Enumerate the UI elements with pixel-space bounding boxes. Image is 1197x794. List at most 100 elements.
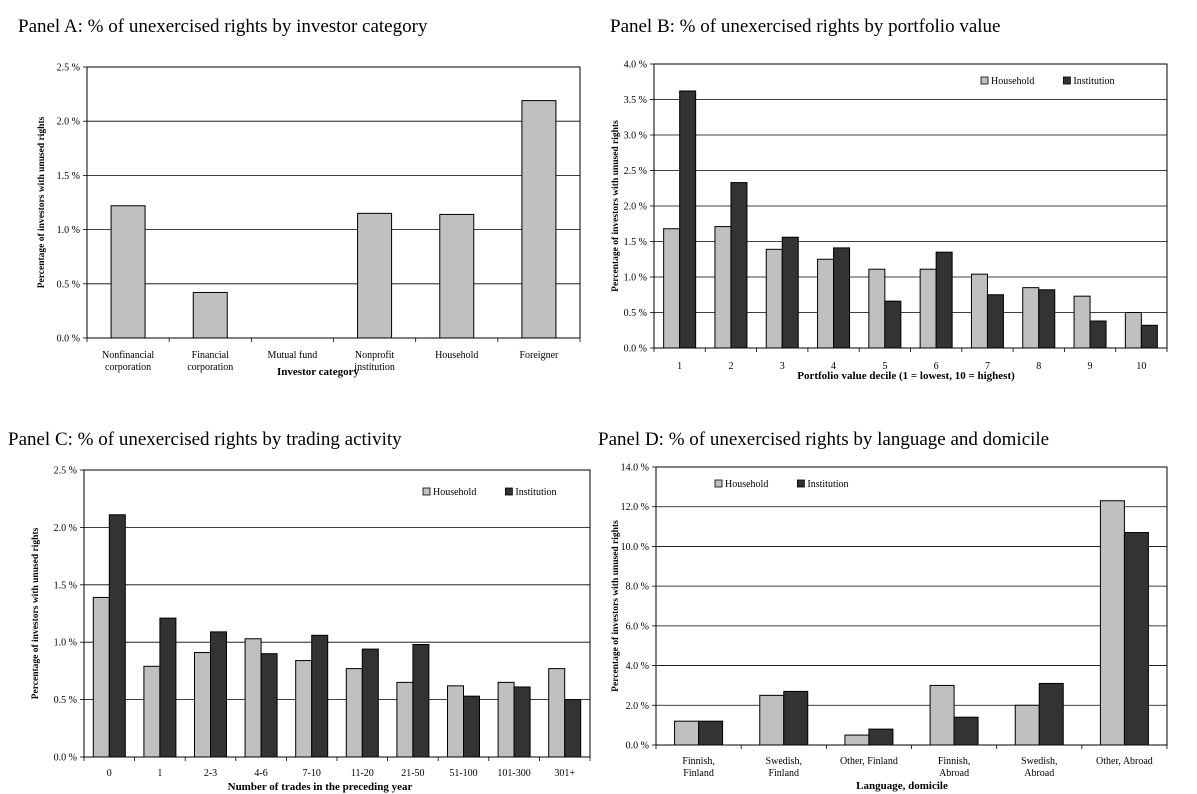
y-tick-label: 1.5 %	[624, 237, 647, 248]
x-tick-label: 11-20	[351, 768, 374, 779]
legend-swatch	[1063, 76, 1071, 85]
bar	[192, 291, 228, 339]
bar	[986, 294, 1004, 349]
x-tick-label-line: 7	[985, 361, 990, 372]
x-tick-label: 0	[107, 768, 112, 779]
legend-swatch	[980, 76, 989, 85]
x-tick-label-line: institution	[354, 362, 395, 373]
bar	[698, 720, 724, 746]
legend: Household Institution	[422, 487, 557, 498]
panel-title: Panel D: % of unexercised rights by lang…	[598, 429, 1049, 450]
y-tick-label: 2.0 %	[626, 701, 649, 712]
x-tick-label-line: Nonprofit	[355, 350, 395, 361]
bar	[260, 653, 278, 758]
x-tick-label: 21-50	[401, 768, 424, 779]
panel-2: Panel B: % of unexercised rights by port…	[610, 16, 1168, 382]
x-tick-label-line: 8	[1036, 361, 1041, 372]
x-tick-label: 101-300	[497, 768, 530, 779]
x-axis-label: Investor category	[277, 366, 359, 378]
bar	[513, 686, 531, 758]
x-tick-label-line: Financial	[192, 350, 229, 361]
x-tick-label: Mutual fund	[268, 350, 318, 361]
bar	[1140, 324, 1158, 349]
x-tick-label-line: 21-50	[401, 768, 424, 779]
x-tick-label-line: Abroad	[1024, 768, 1054, 779]
bar	[663, 228, 681, 349]
bar	[295, 660, 313, 758]
y-tick-label: 3.0 %	[624, 131, 647, 142]
legend-label: Institution	[1073, 76, 1114, 87]
x-tick-label: 1	[157, 768, 162, 779]
x-tick-label: Other, Finland	[840, 756, 898, 767]
x-tick-label: 5	[882, 361, 887, 372]
y-axis-label: Percentage of investors with unused righ…	[611, 520, 621, 692]
y-tick-label: 14.0 %	[621, 463, 649, 474]
bar	[970, 273, 988, 349]
bar	[765, 248, 783, 349]
plot-frame	[86, 66, 581, 339]
x-tick-label: 301+	[554, 768, 575, 779]
x-tick-label-line: Swedish,	[766, 756, 802, 767]
y-tick-label: 1.0 %	[54, 638, 77, 649]
bar	[1099, 500, 1125, 746]
bar	[345, 668, 363, 758]
bar	[361, 648, 379, 758]
bar	[357, 212, 393, 339]
panel-4: Panel D: % of unexercised rights by lang…	[598, 429, 1168, 792]
y-tick-label: 2.5 %	[54, 466, 77, 477]
x-tick-label: 51-100	[449, 768, 477, 779]
x-tick-label-line: Finnish,	[938, 756, 971, 767]
x-tick-label-line: corporation	[105, 362, 151, 373]
x-tick-label: Nonprofit institution	[354, 350, 395, 373]
x-tick-label-line: Abroad	[939, 768, 969, 779]
bar	[548, 668, 566, 758]
bar	[674, 720, 700, 746]
x-tick-label-line: 11-20	[351, 768, 374, 779]
bar	[833, 247, 851, 349]
x-tick-label-line: Other, Abroad	[1096, 756, 1153, 767]
legend-label: Institution	[515, 487, 556, 498]
bar	[521, 100, 557, 339]
x-tick-label-line: 51-100	[449, 768, 477, 779]
bar	[1073, 295, 1091, 349]
bar	[159, 617, 177, 758]
y-tick-label: 0.0 %	[624, 344, 647, 355]
legend-swatch	[714, 479, 723, 488]
x-tick-label: Foreigner	[519, 350, 559, 361]
bar	[730, 182, 748, 349]
x-tick-label-line: 5	[882, 361, 887, 372]
legend-label: Household	[433, 487, 476, 498]
bar	[1124, 312, 1142, 349]
y-tick-label: 0.0 %	[626, 741, 649, 752]
bar	[244, 638, 262, 758]
x-tick-label: 4-6	[254, 768, 267, 779]
y-tick-label: 12.0 %	[621, 502, 649, 513]
x-tick-label-line: 101-300	[497, 768, 530, 779]
x-tick-label: 7-10	[303, 768, 321, 779]
bar	[311, 634, 329, 758]
bar	[412, 643, 430, 758]
legend: Household Institution	[980, 76, 1115, 87]
y-tick-label: 2.0 %	[624, 202, 647, 213]
x-tick-label: 10	[1136, 361, 1146, 372]
y-tick-label: 1.5 %	[54, 580, 77, 591]
y-tick-label: 2.5 %	[57, 63, 80, 74]
x-tick-label-line: Finnish,	[682, 756, 715, 767]
x-tick-label: Swedish, Abroad	[1021, 756, 1057, 779]
panel-title: Panel C: % of unexercised rights by trad…	[8, 429, 402, 450]
x-tick-label: 9	[1088, 361, 1093, 372]
bar	[868, 728, 894, 746]
x-tick-label-line: Other, Finland	[840, 756, 898, 767]
bar	[210, 631, 227, 758]
x-tick-label-line: 7-10	[303, 768, 321, 779]
x-axis-label: Language, domicile	[856, 780, 948, 792]
x-tick-label: 1	[677, 361, 682, 372]
x-tick-label-line: 1	[157, 768, 162, 779]
x-tick-label-line: 3	[780, 361, 785, 372]
y-tick-label: 2.5 %	[624, 166, 647, 177]
y-tick-label: 2.0 %	[54, 523, 77, 534]
x-tick-label-line: 6	[934, 361, 939, 372]
x-tick-label: Swedish, Finland	[766, 756, 802, 779]
x-tick-label-line: 0	[107, 768, 112, 779]
y-tick-label: 1.5 %	[57, 171, 80, 182]
